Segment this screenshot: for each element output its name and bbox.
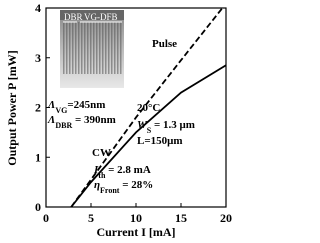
annotation-part: = 2.8 mA <box>105 164 150 176</box>
annotation-part: DBR <box>55 121 72 130</box>
annotation-part: Front <box>100 186 120 195</box>
annotation: ηFront = 28% <box>94 179 153 195</box>
y-tick-label: 3 <box>35 51 41 65</box>
annotation-part: W <box>137 119 148 131</box>
x-tick-label: 20 <box>220 211 232 225</box>
y-tick-label: 0 <box>35 200 41 214</box>
inset-image <box>60 10 124 88</box>
chart: Current I [mA] Output Power P [mW] 0 5 10 1… <box>5 1 232 239</box>
annotation-part: 20°C <box>137 102 160 114</box>
annotation-part: I <box>93 164 99 176</box>
annotation-part: th <box>98 171 106 180</box>
series-label: Pulse <box>152 38 177 50</box>
annotation-part: L=150μm <box>137 135 183 147</box>
annotation-part: VG <box>55 106 67 115</box>
x-axis-title: Current I [mA] <box>96 225 175 239</box>
annotation: 20°C <box>137 102 160 114</box>
annotation: ΛDBR = 390nm <box>47 114 116 130</box>
annotation: Ith = 2.8 mA <box>93 164 151 180</box>
annotation-part: Λ <box>47 99 55 111</box>
series-line <box>70 64 227 208</box>
annotation-part: Λ <box>47 114 55 126</box>
series-label: CW <box>92 147 111 159</box>
y-axis-title: Output Power P [mW] <box>5 50 19 165</box>
x-tick-label: 0 <box>43 211 49 225</box>
x-tick-label: 10 <box>130 211 142 225</box>
x-tick-label: 15 <box>175 211 187 225</box>
annotation-part: = 390nm <box>72 114 116 126</box>
annotation-part: = 28% <box>119 179 153 191</box>
inset-label: VG-DFB <box>84 12 118 22</box>
annotation: L=150μm <box>137 135 183 147</box>
annotation-part: η <box>94 179 100 191</box>
y-tick-label: 1 <box>35 150 41 164</box>
annotation: WS = 1.3 μm <box>137 119 195 135</box>
annotation: ΛVG=245nm <box>47 99 105 115</box>
inset-label: DBR <box>64 12 83 22</box>
series-line <box>70 7 224 208</box>
annotation-part: =245nm <box>67 99 105 111</box>
x-tick-label: 5 <box>88 211 94 225</box>
annotation-part: = 1.3 μm <box>151 119 195 131</box>
annotation-part: S <box>147 126 152 135</box>
y-tick-label: 2 <box>35 101 41 115</box>
y-tick-label: 4 <box>35 1 41 15</box>
